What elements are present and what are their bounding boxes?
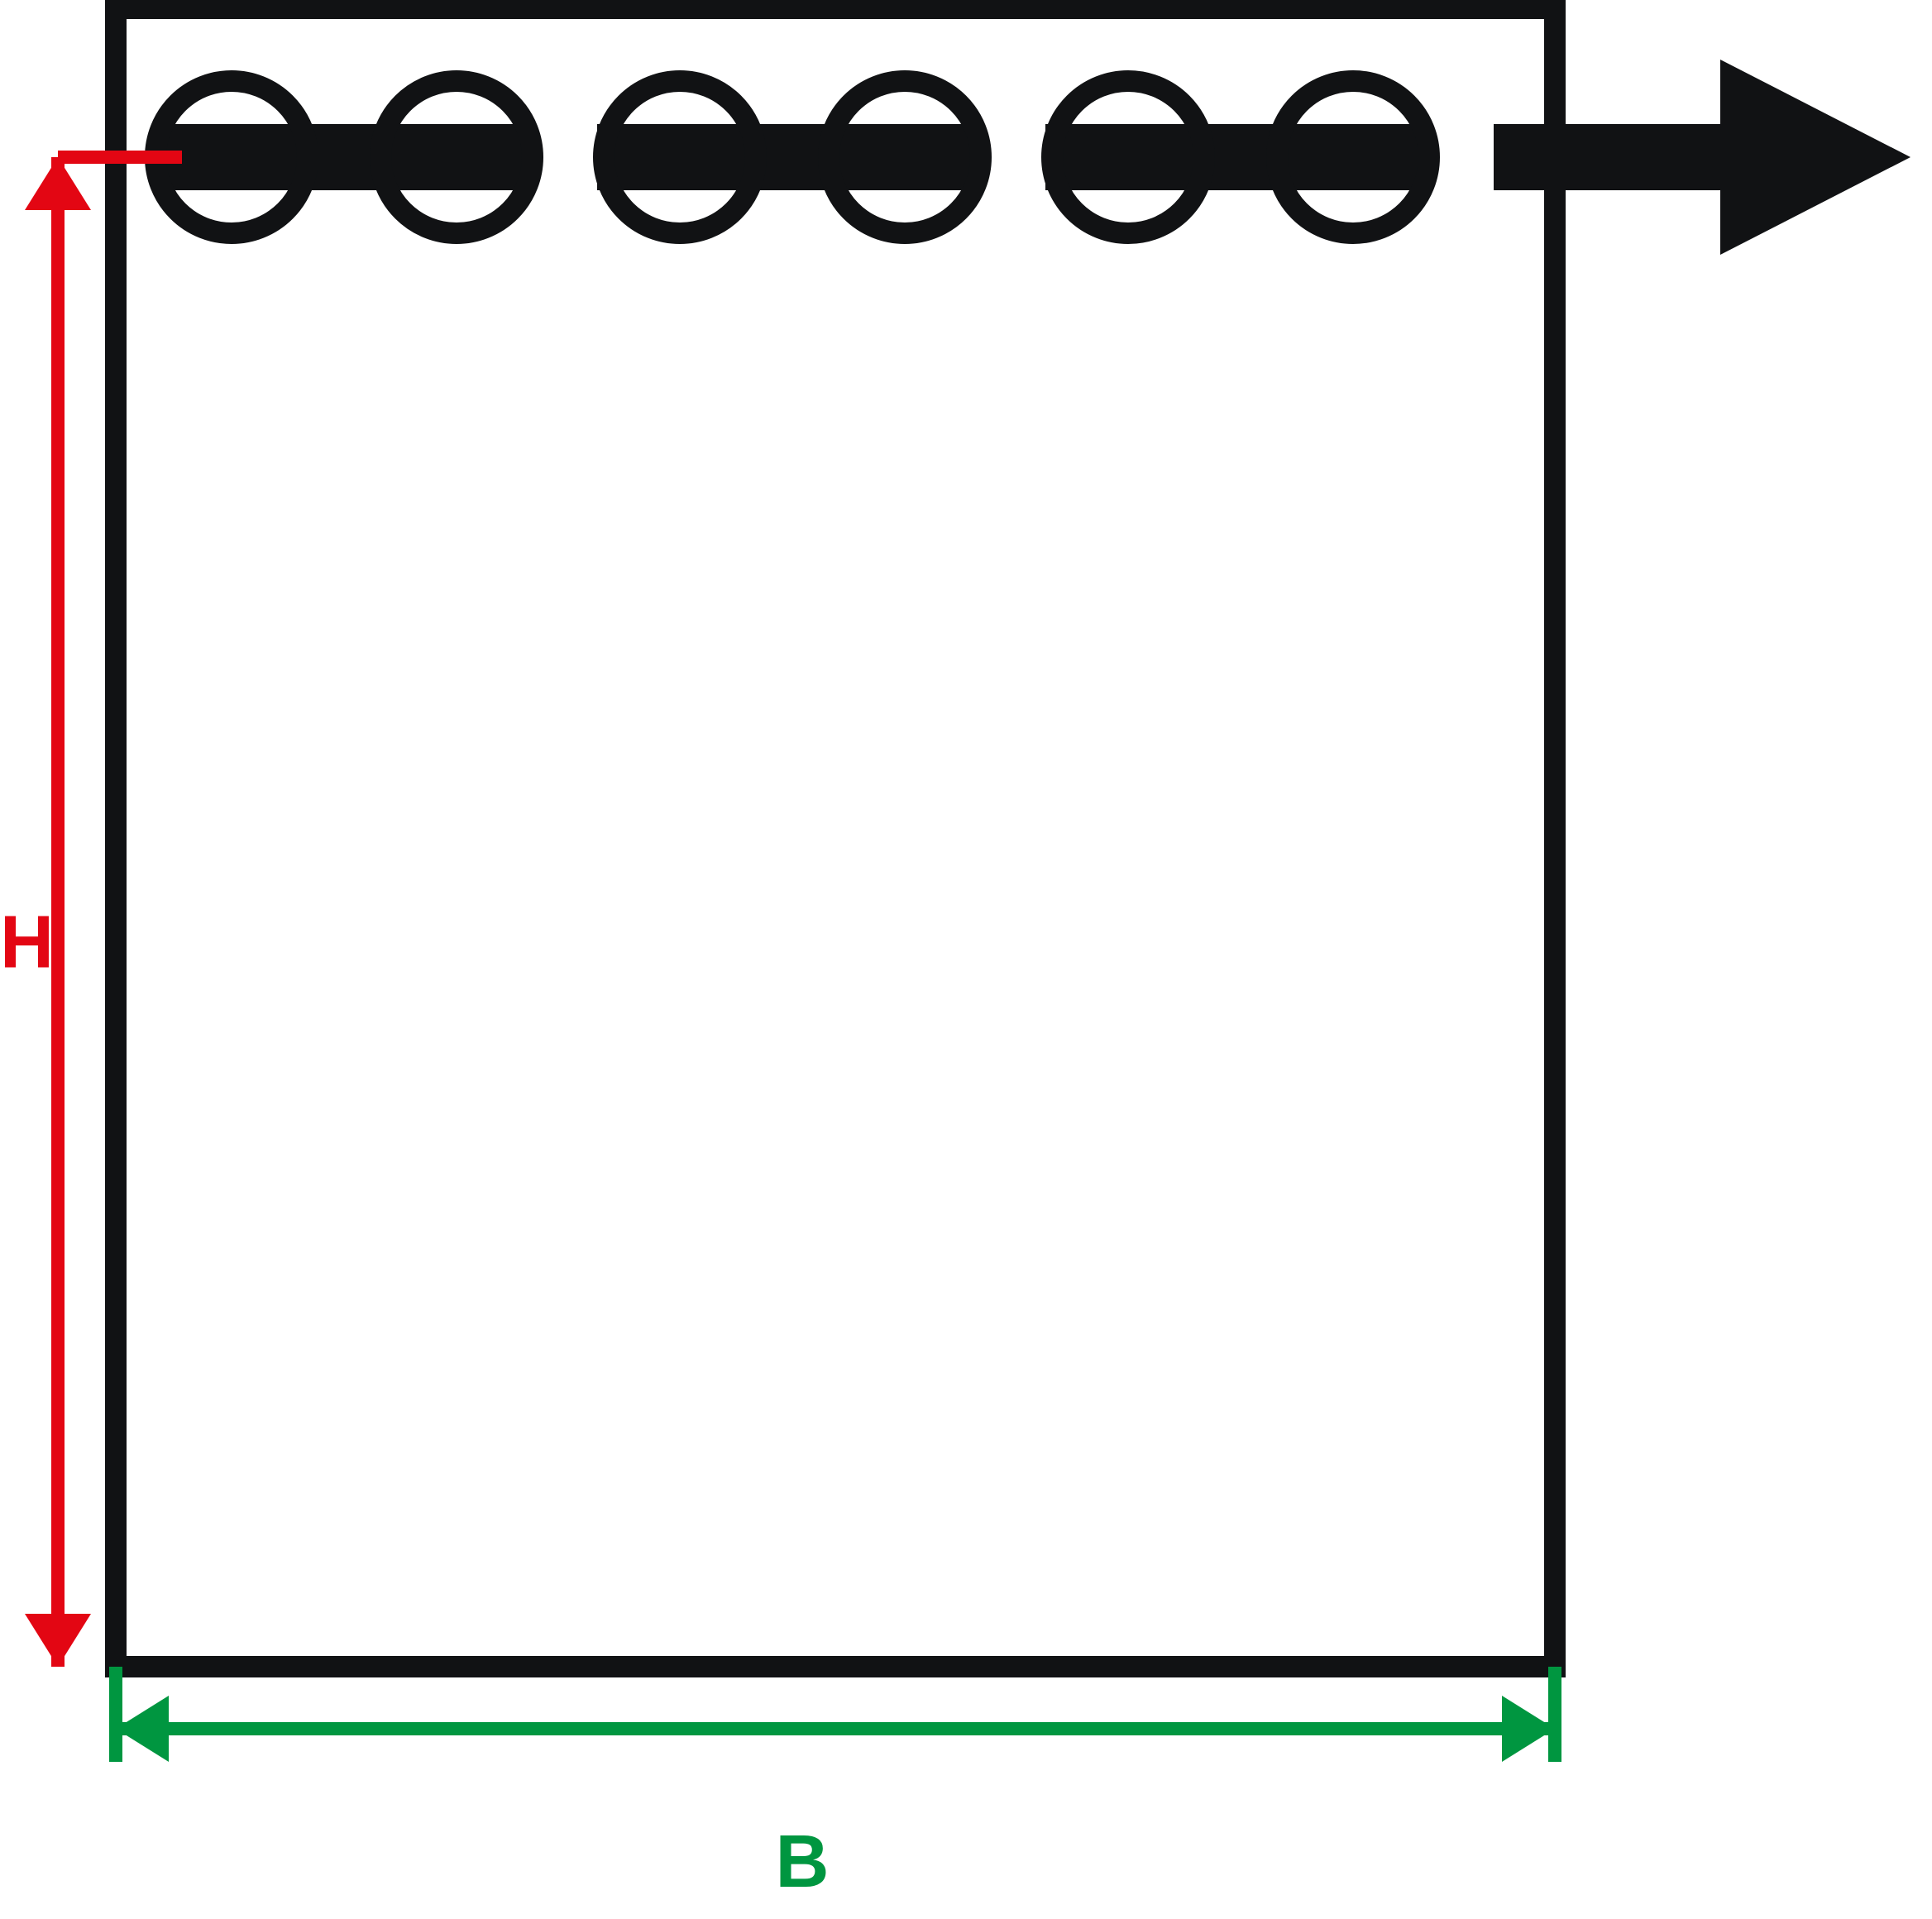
diagram-container: H B <box>0 0 1932 1919</box>
curtain-diagram <box>0 0 1932 1919</box>
height-label: H <box>0 901 54 986</box>
width-label: B <box>776 1820 830 1905</box>
